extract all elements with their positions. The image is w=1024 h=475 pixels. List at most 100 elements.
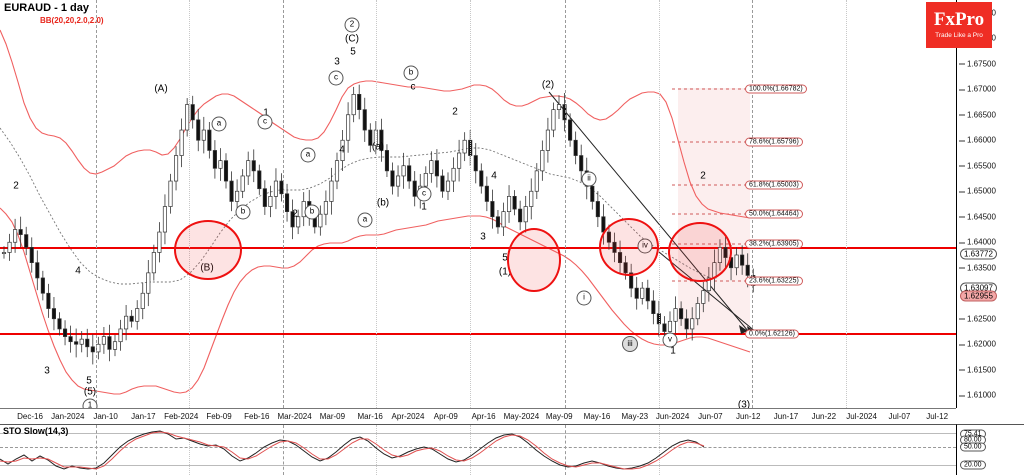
wave-label[interactable]: 3 xyxy=(334,56,340,68)
candle-body xyxy=(201,129,206,141)
wave-label[interactable]: c xyxy=(328,70,344,86)
candle-body xyxy=(296,216,301,228)
wave-label[interactable]: a xyxy=(357,212,373,228)
price-chart-pane[interactable]: EURAUD - 1 day BB(20,20,2.0,2.0) 100.0%(… xyxy=(0,0,957,408)
price-tick-dash xyxy=(959,344,965,346)
candle-body xyxy=(290,211,295,228)
wave-label[interactable]: (A) xyxy=(154,83,168,95)
wave-label[interactable]: 1 xyxy=(421,201,427,213)
fibonacci-label[interactable]: 50.0%(1.64464) xyxy=(745,209,803,219)
wave-label[interactable]: 5 xyxy=(350,46,356,58)
wave-label[interactable]: c xyxy=(257,114,273,130)
wave-label[interactable]: c xyxy=(416,186,432,202)
wave-label[interactable]: 3 xyxy=(44,365,50,377)
date-tick: Jun-12 xyxy=(735,412,761,421)
candle-body xyxy=(218,160,223,169)
price-axis[interactable]: 1.685001.680001.675001.670001.665001.660… xyxy=(956,0,1024,408)
wave-label[interactable]: a xyxy=(211,116,227,132)
candle-body xyxy=(334,160,340,182)
wave-label[interactable]: 1 xyxy=(263,107,269,119)
wave-label[interactable]: (C) xyxy=(345,33,359,45)
price-tick: 1.64000 xyxy=(959,238,996,247)
candle-body xyxy=(401,165,406,177)
gridline-jul-mid xyxy=(846,0,847,408)
wave-label[interactable]: 4 xyxy=(339,144,345,156)
sto-gridline-6 xyxy=(565,425,566,475)
wave-label[interactable]: 2 xyxy=(700,170,706,182)
wave-label[interactable]: (3) xyxy=(737,399,751,409)
wave-label[interactable]: (a) xyxy=(371,141,385,153)
candle-body xyxy=(207,129,212,151)
wave-label[interactable]: i xyxy=(576,290,592,306)
wave-label[interactable]: 2 xyxy=(452,106,458,118)
wave-label[interactable]: 2 xyxy=(344,17,360,33)
wave-label[interactable]: v xyxy=(662,332,678,348)
stochastic-pane[interactable]: STO Slow(14,3) xyxy=(0,424,957,475)
wave-label[interactable]: b xyxy=(235,204,251,220)
price-marker[interactable]: 1.63772 xyxy=(960,248,997,260)
wave-label[interactable]: (b) xyxy=(376,197,390,209)
wave-label[interactable]: c xyxy=(410,81,416,93)
wave-label[interactable]: 4 xyxy=(75,265,81,277)
date-tick: Jan-2024 xyxy=(51,412,85,421)
wave-label[interactable]: 2 xyxy=(292,208,298,220)
wave-label[interactable]: 5 xyxy=(502,252,508,264)
logo-wordmark: FxPro xyxy=(933,9,985,30)
sto-gridline-1 xyxy=(96,425,97,475)
fibonacci-label[interactable]: 38.2%(1.63905) xyxy=(745,239,803,249)
wave-label[interactable]: b xyxy=(403,65,419,81)
gridline-jul-2024 xyxy=(752,0,753,408)
wave-label[interactable]: 2 xyxy=(13,180,19,192)
candle-body xyxy=(223,160,229,182)
candle-body xyxy=(462,139,467,154)
wave-label[interactable]: 4 xyxy=(491,170,497,182)
stochastic-axis[interactable]: 75.41 80.00 50.00 20.00 xyxy=(956,424,1024,475)
candle-body xyxy=(684,318,689,330)
candle-body xyxy=(662,323,667,332)
candle-body xyxy=(479,170,484,187)
wave-label[interactable]: ii xyxy=(581,171,597,187)
wave-label[interactable]: 3 xyxy=(480,231,486,243)
candle-body xyxy=(451,167,456,182)
fibonacci-label[interactable]: 23.6%(1.63225) xyxy=(745,276,803,286)
wave-label[interactable]: 1 xyxy=(82,398,98,408)
wave-label[interactable]: 1 xyxy=(670,345,676,357)
fibonacci-label[interactable]: 100.0%(1.66782) xyxy=(745,84,807,94)
candle-body xyxy=(457,152,462,169)
candle-body xyxy=(179,129,184,156)
candle-body xyxy=(212,150,217,169)
price-tick: 1.66500 xyxy=(959,110,996,119)
price-tick: 1.64500 xyxy=(959,212,996,221)
candle-body xyxy=(235,190,240,202)
logo-tagline: Trade Like a Pro xyxy=(935,32,983,39)
wave-label[interactable]: (5) xyxy=(83,386,97,398)
date-tick: Jun-17 xyxy=(773,412,799,421)
candle-body xyxy=(35,262,40,279)
candle-body xyxy=(695,303,700,320)
candle-body xyxy=(24,234,29,248)
price-tick-dash xyxy=(959,216,965,218)
wave-label[interactable]: a xyxy=(300,147,316,163)
wave-label[interactable]: (2) xyxy=(541,79,555,91)
fibonacci-label[interactable]: 61.8%(1.65003) xyxy=(745,180,803,190)
candle-body xyxy=(745,264,750,276)
wave-label[interactable]: b xyxy=(304,204,320,220)
fibonacci-label[interactable]: 0.0%(1.62126) xyxy=(745,329,799,339)
price-tick-dash xyxy=(959,242,965,244)
candle-body xyxy=(679,308,684,320)
candle-body xyxy=(690,318,695,330)
gridline-jun-2024 xyxy=(659,0,660,408)
fibonacci-label[interactable]: 78.6%(1.65796) xyxy=(745,137,803,147)
price-marker[interactable]: 1.62955 xyxy=(960,290,997,302)
wave-label[interactable]: 5 xyxy=(86,375,92,387)
candle-body xyxy=(268,196,273,207)
price-tick-dash xyxy=(959,165,965,167)
sto-tick: 20.00 xyxy=(960,460,986,470)
wave-label[interactable]: (1) xyxy=(498,266,512,278)
candle-body xyxy=(501,211,506,228)
candle-body xyxy=(529,190,534,207)
candle-body xyxy=(168,180,173,207)
highlight-ellipse xyxy=(668,222,732,282)
wave-label[interactable]: iii xyxy=(622,336,638,352)
price-tick-dash xyxy=(959,89,965,91)
